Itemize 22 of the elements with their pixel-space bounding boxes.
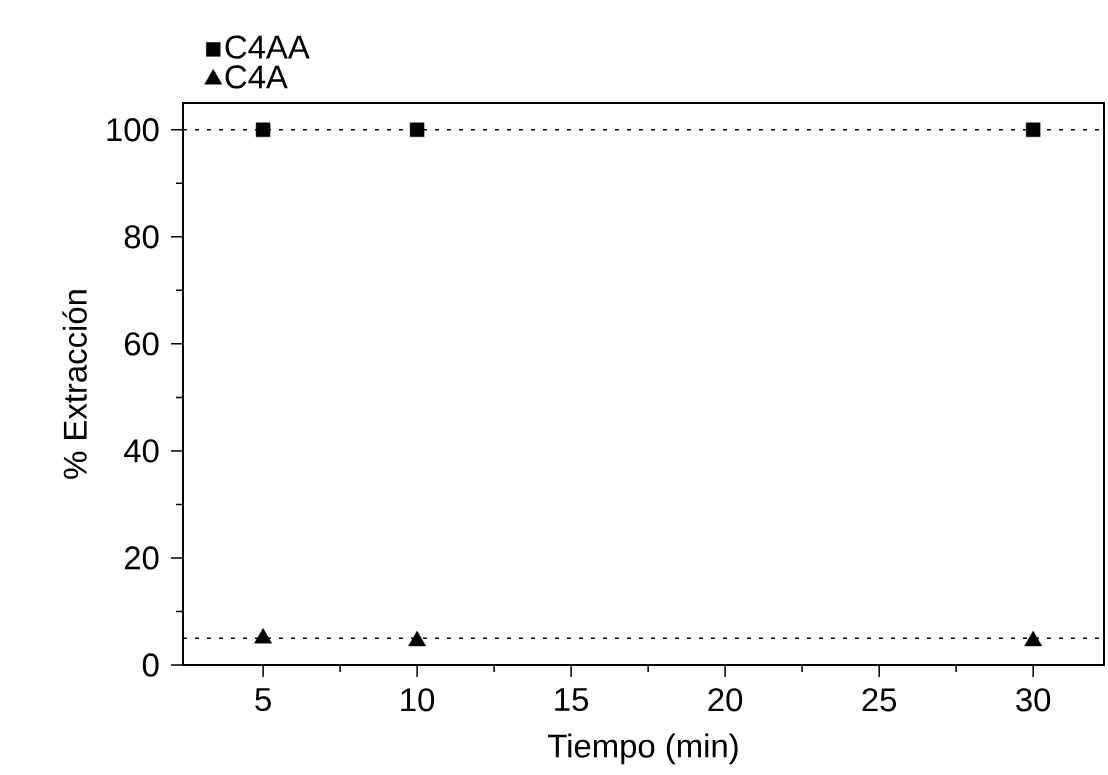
point xyxy=(255,122,271,137)
x-tick-label: 30 xyxy=(1016,688,1051,712)
x-tick-label: 10 xyxy=(401,688,435,712)
y-tick-label: 20 xyxy=(124,546,159,570)
y-tick-label: 80 xyxy=(124,225,159,249)
legend-label: C4A xyxy=(225,65,288,89)
y-tick-label: 40 xyxy=(124,439,159,463)
y-tick-label: 100 xyxy=(107,118,159,142)
point xyxy=(409,122,425,137)
y-tick-label: 60 xyxy=(124,332,159,356)
x-tick-label: 25 xyxy=(862,688,897,712)
x-axis-title: Tiempo (min) xyxy=(548,733,738,765)
point xyxy=(254,628,272,644)
x-tick-label: 15 xyxy=(555,688,589,712)
point xyxy=(1024,630,1043,647)
x-tick-label: 20 xyxy=(708,688,743,712)
y-tick-label: 0 xyxy=(142,653,159,677)
legend-label: C4AA xyxy=(225,35,310,59)
point xyxy=(408,630,426,647)
point xyxy=(1025,122,1041,137)
x-tick-label: 5 xyxy=(255,688,271,712)
y-axis-title: % Extracción xyxy=(62,290,87,479)
